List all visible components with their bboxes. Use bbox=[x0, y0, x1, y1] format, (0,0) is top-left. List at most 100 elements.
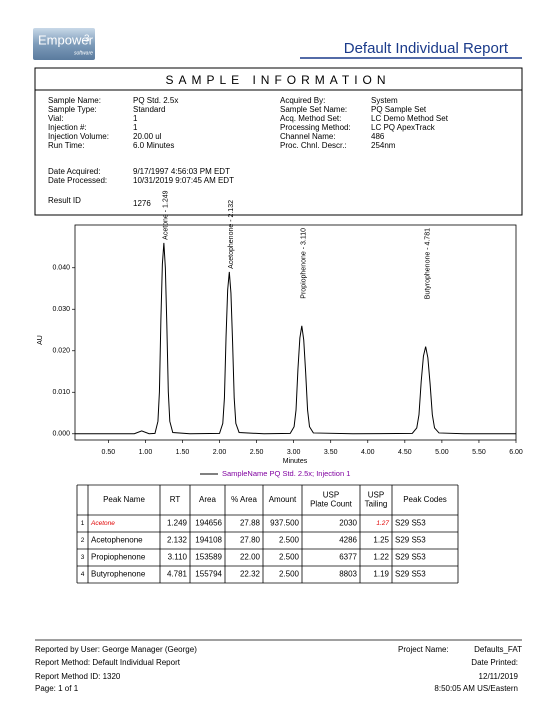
footer-text: Page: 1 of 1 bbox=[35, 684, 79, 693]
sample-info-box bbox=[34, 67, 523, 216]
table-cell: S29 S53 bbox=[395, 553, 426, 562]
table-cell: 2.500 bbox=[279, 536, 300, 545]
table-header: USP Tailing bbox=[365, 491, 388, 509]
footer-text: Report Method: Default Individual Report bbox=[35, 658, 181, 667]
field-label: Injection Volume: bbox=[48, 132, 109, 141]
table-cell: S29 S53 bbox=[395, 536, 426, 545]
table-cell: 2.132 bbox=[167, 536, 188, 545]
x-tick-label: 5.00 bbox=[435, 449, 449, 456]
chromatogram-trace bbox=[75, 242, 516, 435]
peak-label: Acetone - 1.249 bbox=[163, 190, 170, 240]
field-label: Injection #: bbox=[48, 123, 87, 132]
x-tick-label: 3.00 bbox=[287, 449, 301, 456]
field-label: Vial: bbox=[48, 114, 63, 123]
table-cell: 22.32 bbox=[240, 570, 261, 579]
legend-text: SampleName PQ Std. 2.5x; Injection 1 bbox=[222, 469, 350, 478]
table-cell: 1.249 bbox=[167, 519, 188, 528]
field-value: 20.00 ul bbox=[133, 132, 162, 141]
x-axis-label: Minutes bbox=[283, 458, 308, 465]
field-value: 1276 bbox=[133, 199, 151, 208]
y-tick-label: 0.020 bbox=[52, 348, 70, 355]
table-cell: 155794 bbox=[195, 570, 222, 579]
table-header: RT bbox=[170, 495, 181, 504]
field-label: Date Processed: bbox=[48, 176, 107, 185]
table-cell: 2.500 bbox=[279, 570, 300, 579]
peak-label: Butyrophenone - 4.781 bbox=[424, 228, 431, 299]
table-header: Area bbox=[199, 495, 216, 504]
table-cell: 2.500 bbox=[279, 553, 300, 562]
peak-label: Propiophenone - 3.110 bbox=[301, 228, 308, 299]
footer-text: Project Name: bbox=[398, 645, 449, 654]
x-tick-label: 2.50 bbox=[250, 449, 264, 456]
field-value: Standard bbox=[133, 105, 165, 114]
logo: Empower bbox=[38, 32, 94, 47]
y-tick-label: 0.010 bbox=[52, 389, 70, 396]
field-label: Result ID bbox=[48, 196, 81, 205]
footer-text: Report Method ID: 1320 bbox=[35, 672, 121, 681]
field-value: 6.0 Minutes bbox=[133, 141, 174, 150]
x-tick-label: 0.50 bbox=[102, 449, 116, 456]
field-value: 10/31/2019 9:07:45 AM EDT bbox=[133, 176, 234, 185]
footer-text: Date Printed: bbox=[471, 658, 518, 667]
footer-text: 8:50:05 AM US/Eastern bbox=[434, 684, 518, 693]
table-cell: S29 S53 bbox=[395, 519, 426, 528]
field-value: LC Demo Method Set bbox=[371, 114, 449, 123]
field-value: PQ Std. 2.5x bbox=[133, 96, 178, 105]
table-cell: Butyrophenone bbox=[91, 570, 146, 579]
field-value: LC PQ ApexTrack bbox=[371, 123, 436, 132]
x-tick-label: 6.00 bbox=[509, 449, 523, 456]
table-cell: 27.88 bbox=[240, 519, 261, 528]
footer-text: Reported by User: George Manager (George… bbox=[35, 645, 197, 654]
field-label: Sample Name: bbox=[48, 96, 101, 105]
table-cell: 3.110 bbox=[168, 553, 188, 562]
y-axis-label: AU bbox=[37, 335, 44, 345]
field-label: Channel Name: bbox=[280, 132, 336, 141]
table-cell: 1.25 bbox=[373, 536, 389, 545]
table-cell: 1.22 bbox=[373, 553, 389, 562]
x-tick-label: 1.00 bbox=[139, 449, 153, 456]
table-cell: 6377 bbox=[339, 553, 357, 562]
table-header: % Area bbox=[231, 495, 257, 504]
x-tick-label: 1.50 bbox=[176, 449, 190, 456]
x-tick-label: 3.50 bbox=[324, 449, 338, 456]
table-cell: 27.80 bbox=[240, 536, 261, 545]
table-cell: 3 bbox=[81, 554, 85, 561]
plot-frame bbox=[74, 224, 517, 441]
y-tick-label: 0.000 bbox=[52, 431, 70, 438]
table-cell: 1.19 bbox=[373, 570, 389, 579]
table-cell: S29 S53 bbox=[395, 570, 426, 579]
table-cell: Acetophenone bbox=[91, 536, 143, 545]
field-label: Acquired By: bbox=[280, 96, 325, 105]
y-tick-label: 0.030 bbox=[52, 306, 70, 313]
sample-info-title: SAMPLE INFORMATION bbox=[165, 73, 390, 87]
field-label: Acq. Method Set: bbox=[280, 114, 341, 123]
table-cell: 22.00 bbox=[240, 553, 261, 562]
field-label: Date Acquired: bbox=[48, 167, 100, 176]
table-cell: 2030 bbox=[339, 519, 357, 528]
field-label: Sample Type: bbox=[48, 105, 97, 114]
field-value: 9/17/1997 4:56:03 PM EDT bbox=[133, 167, 230, 176]
table-cell: 2 bbox=[81, 537, 85, 544]
field-value: 254nm bbox=[371, 141, 396, 150]
x-tick-label: 4.00 bbox=[361, 449, 375, 456]
logo-sub: software bbox=[74, 50, 93, 56]
x-tick-label: 4.50 bbox=[398, 449, 412, 456]
table-header: Peak Codes bbox=[403, 495, 447, 504]
table-cell: 1.27 bbox=[376, 520, 389, 527]
field-value: PQ Sample Set bbox=[371, 105, 427, 114]
table-cell: Propiophenone bbox=[91, 553, 146, 562]
field-label: Proc. Chnl. Descr.: bbox=[280, 141, 347, 150]
table-header: Peak Name bbox=[103, 495, 145, 504]
x-tick-label: 2.00 bbox=[213, 449, 227, 456]
logo-version: 3 bbox=[84, 34, 90, 45]
field-label: Sample Set Name: bbox=[280, 105, 347, 114]
table-cell: 4286 bbox=[339, 536, 357, 545]
table-header: Amount bbox=[269, 495, 297, 504]
report-title: Default Individual Report bbox=[344, 40, 509, 57]
table-cell: 937.500 bbox=[270, 519, 299, 528]
table-cell: 194108 bbox=[195, 536, 222, 545]
table-cell: 4.781 bbox=[167, 570, 188, 579]
table-cell: Acetone bbox=[90, 520, 115, 527]
table-cell: 8803 bbox=[339, 570, 357, 579]
